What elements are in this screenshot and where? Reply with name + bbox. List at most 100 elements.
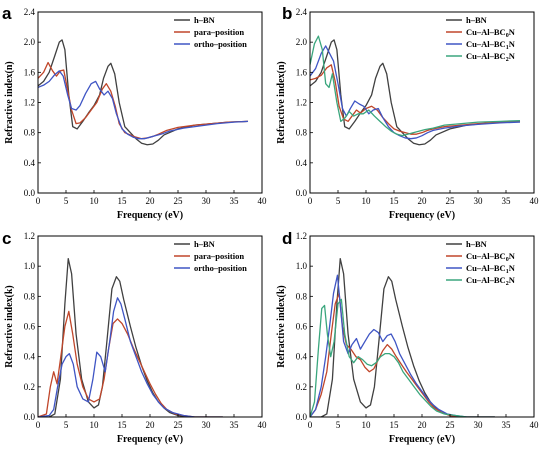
x-tick-label: 30 xyxy=(202,420,212,430)
x-tick-label: 0 xyxy=(308,196,313,206)
x-tick-label: 25 xyxy=(174,420,184,430)
y-tick-label: 1.0 xyxy=(24,261,36,271)
series-line-0 xyxy=(38,39,249,146)
legend-entry: h–BN xyxy=(194,239,216,249)
x-tick-label: 10 xyxy=(90,420,100,430)
x-axis-label: Frequency (eV) xyxy=(117,434,183,445)
y-tick-label: 0.0 xyxy=(24,412,36,422)
y-axis-label: Refractive index(k) xyxy=(276,285,287,367)
x-tick-label: 20 xyxy=(146,196,156,206)
x-axis-label: Frequency (eV) xyxy=(389,210,455,221)
series-group xyxy=(38,257,223,417)
y-tick-label: 1.2 xyxy=(296,231,307,241)
x-tick-label: 15 xyxy=(118,196,128,206)
panel-label: c xyxy=(2,229,11,248)
series-line-2 xyxy=(38,70,249,140)
series-line-3 xyxy=(310,35,521,137)
x-tick-label: 0 xyxy=(36,420,41,430)
x-tick-label: 5 xyxy=(336,196,341,206)
y-tick-label: 1.0 xyxy=(296,261,308,271)
series-line-0 xyxy=(38,257,223,417)
x-axis-label: Frequency (eV) xyxy=(389,434,455,445)
x-tick-label: 20 xyxy=(146,420,156,430)
y-tick-label: 0.4 xyxy=(24,352,36,362)
y-tick-label: 0.4 xyxy=(296,158,308,168)
x-tick-label: 30 xyxy=(202,196,212,206)
y-tick-label: 0.2 xyxy=(296,382,307,392)
series-line-1 xyxy=(310,292,495,417)
y-tick-label: 0.4 xyxy=(296,352,308,362)
legend-entry: Cu–Al–BC1N xyxy=(466,39,516,51)
series-line-3 xyxy=(310,298,495,417)
legend-entry: Cu–Al–BC2N xyxy=(466,275,516,287)
x-tick-label: 25 xyxy=(446,196,456,206)
y-tick-label: 0.0 xyxy=(296,412,308,422)
x-tick-label: 40 xyxy=(530,420,540,430)
y-tick-label: 2.0 xyxy=(296,37,308,47)
x-tick-label: 10 xyxy=(90,196,100,206)
y-tick-label: 0.0 xyxy=(24,188,36,198)
panel-b: b 0 5 10 15 20 25 30 35 40 0.0 0.4 0.8 1.2 1.6 2.0 2.4 Fr… xyxy=(276,4,539,221)
x-tick-label: 5 xyxy=(64,420,69,430)
legend-entry: para–position xyxy=(194,251,244,261)
legend-entry: ortho–position xyxy=(194,263,247,273)
y-tick-label: 0.0 xyxy=(296,188,308,198)
x-tick-label: 10 xyxy=(362,420,372,430)
legend-entry: h–BN xyxy=(466,15,488,25)
x-tick-label: 0 xyxy=(36,196,41,206)
x-tick-label: 20 xyxy=(418,196,428,206)
series-line-1 xyxy=(310,64,521,135)
legend-entry: Cu–Al–BC0N xyxy=(466,251,516,263)
panel-c: c 0 5 10 15 20 25 30 35 40 0.0 0.2 0.4 0.6 0.8 1.0 1.2 Fr… xyxy=(2,229,267,445)
x-tick-label: 40 xyxy=(258,420,268,430)
legend-entry: Cu–Al–BC0N xyxy=(466,27,516,39)
y-tick-label: 0.6 xyxy=(24,322,36,332)
x-tick-label: 25 xyxy=(446,420,456,430)
x-tick-label: 35 xyxy=(502,420,512,430)
x-tick-label: 35 xyxy=(230,196,240,206)
series-line-2 xyxy=(38,297,223,417)
series-group xyxy=(310,257,495,417)
x-tick-label: 40 xyxy=(258,196,268,206)
legend: h–BN para–position ortho–position xyxy=(174,239,247,273)
legend-entry: h–BN xyxy=(466,239,488,249)
y-tick-label: 0.6 xyxy=(296,322,308,332)
x-tick-label: 25 xyxy=(174,196,184,206)
y-tick-label: 2.4 xyxy=(296,7,308,17)
y-tick-label: 2.4 xyxy=(24,7,36,17)
y-tick-label: 0.4 xyxy=(24,158,36,168)
x-tick-label: 10 xyxy=(362,196,372,206)
x-tick-label: 15 xyxy=(390,420,400,430)
y-tick-label: 0.8 xyxy=(296,128,308,138)
x-tick-label: 35 xyxy=(502,196,512,206)
x-tick-label: 35 xyxy=(230,420,240,430)
legend: h–BN para–position ortho–position xyxy=(174,15,247,49)
y-tick-label: 0.2 xyxy=(24,382,35,392)
x-axis-label: Frequency (eV) xyxy=(117,210,183,221)
legend-entry: ortho–position xyxy=(194,39,247,49)
y-tick-label: 1.2 xyxy=(24,231,35,241)
panel-label: d xyxy=(282,229,292,248)
series-line-1 xyxy=(38,61,249,140)
legend-entry: para–position xyxy=(194,27,244,37)
y-axis-label: Refractive index(k) xyxy=(4,285,15,367)
y-tick-label: 1.6 xyxy=(296,67,308,77)
y-axis-label: Refractive index(n) xyxy=(276,61,287,143)
y-tick-label: 0.8 xyxy=(24,291,36,301)
x-tick-label: 20 xyxy=(418,420,428,430)
panel-label: b xyxy=(282,4,292,23)
legend-entry: Cu–Al–BC1N xyxy=(466,263,516,275)
x-tick-label: 5 xyxy=(336,420,341,430)
series-group xyxy=(38,39,249,146)
panel-label: a xyxy=(2,4,12,23)
y-tick-label: 1.2 xyxy=(296,98,307,108)
y-tick-label: 1.6 xyxy=(24,67,36,77)
panel-d: d 0 5 10 15 20 25 30 35 40 0.0 0.2 0.4 0.6 0.8 1.0 1.2 Fr… xyxy=(276,229,539,445)
y-axis-label: Refractive index(n) xyxy=(4,61,15,143)
y-tick-label: 2.0 xyxy=(24,37,36,47)
x-tick-label: 15 xyxy=(118,420,128,430)
y-tick-label: 0.8 xyxy=(296,291,308,301)
